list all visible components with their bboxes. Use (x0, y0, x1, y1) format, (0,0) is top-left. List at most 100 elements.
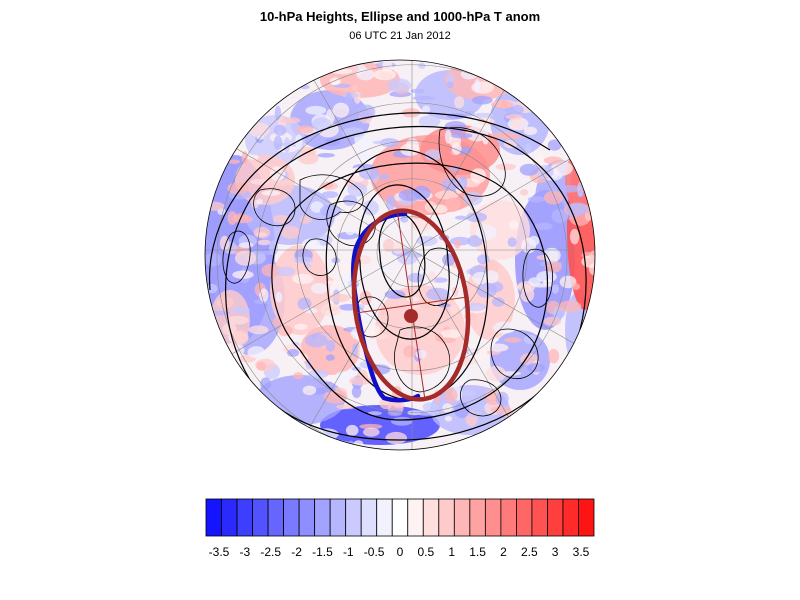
anomaly-speckle (472, 95, 493, 105)
colorbar-box (484, 498, 502, 537)
colorbar-box (298, 498, 316, 537)
anomaly-speckle (299, 215, 312, 224)
colorbar-box (267, 498, 284, 537)
anomaly-speckle (362, 200, 379, 216)
colorbar-box (407, 498, 424, 537)
colorbar-box (205, 498, 222, 537)
anomaly-speckle (341, 127, 365, 138)
anomaly-speckle (219, 235, 230, 251)
anomaly-speckle (523, 126, 538, 136)
anomaly-speckle (322, 181, 334, 189)
anomaly-speckle (232, 306, 250, 314)
anomaly-speckle (474, 79, 481, 93)
anomaly-speckle (534, 222, 553, 230)
anomaly-speckle (454, 96, 465, 109)
anomaly-speckle (432, 277, 448, 283)
colorbar-labels: -3.5 -3 -2.5 -2 -1.5 -1 -0.5 0 0.5 1 1.5 2 2.5 3 3.5 (209, 545, 590, 559)
anomaly-speckle (543, 156, 564, 165)
anomaly-speckle (435, 190, 459, 200)
anomaly-speckle (507, 237, 517, 248)
anomaly-speckle (275, 266, 295, 277)
anomaly-speckle (495, 163, 517, 171)
anomaly-speckle (463, 191, 483, 206)
colorbar-box (252, 498, 269, 537)
anomaly-speckle (492, 297, 505, 307)
anomaly-speckle (359, 323, 381, 337)
anomaly-speckle (520, 286, 535, 303)
colorbar-box (329, 498, 347, 537)
anomaly-speckle (559, 275, 577, 289)
blue-vortex-edge-line (351, 211, 421, 403)
anomaly-speckle (325, 354, 335, 361)
anomaly-speckle (256, 250, 277, 255)
colorbar-tick-label: -2 (291, 545, 302, 559)
anomaly-speckle (426, 287, 450, 301)
anomaly-speckle (557, 185, 582, 193)
anomaly-speckle (444, 416, 453, 422)
anomaly-speckle (387, 78, 412, 93)
anomaly-speckle (297, 297, 312, 310)
anomaly-speckle (543, 316, 562, 326)
anomaly-speckle (454, 215, 467, 220)
anomaly-speckle (428, 270, 436, 284)
anomaly-speckle (232, 270, 254, 279)
height-contour (208, 112, 551, 291)
meridian-line (411, 119, 595, 251)
colorbar-tick-label: 1 (448, 545, 455, 559)
colorbar-box (236, 498, 253, 537)
colorbar-box (469, 498, 486, 537)
anomaly-speckle (261, 263, 282, 277)
anomaly-speckle (520, 189, 529, 196)
anomaly-speckle (359, 290, 372, 306)
anomaly-speckle (437, 337, 456, 344)
anomaly-speckle (256, 135, 265, 140)
anomaly-speckle (548, 348, 560, 364)
anomaly-speckle (319, 204, 342, 218)
anomaly-speckle (247, 346, 266, 359)
anomaly-speckle (325, 340, 336, 352)
colorbar-box (422, 498, 440, 537)
anomaly-speckle (323, 389, 348, 404)
anomaly-speckle (305, 333, 328, 348)
anomaly-speckle (256, 198, 263, 205)
anomaly-speckle (412, 96, 436, 101)
colorbar-box (283, 498, 300, 537)
anomaly-speckle (232, 213, 248, 221)
colorbar-boxes (205, 498, 595, 537)
anomaly-speckle (488, 343, 509, 352)
anomaly-speckle (545, 261, 562, 273)
height-contour (358, 184, 450, 340)
anomaly-speckle (547, 139, 562, 151)
colorbar-box (547, 498, 564, 537)
anomaly-speckle (256, 361, 267, 371)
colorbar-box (438, 498, 455, 537)
colorbar-box (453, 498, 471, 537)
anomaly-speckle (363, 427, 380, 437)
anomaly-speckle (422, 105, 431, 114)
anomaly-speckle (301, 238, 321, 250)
anomaly-speckle (400, 143, 420, 156)
colorbar-tick-label: 2 (500, 545, 507, 559)
colorbar-box (516, 498, 533, 537)
ellipse-center-marker (404, 309, 418, 323)
map-subtitle: 06 UTC 21 Jan 2012 (349, 30, 451, 42)
anomaly-speckle (295, 134, 303, 150)
anomaly-speckle (525, 143, 532, 154)
anomaly-speckle (249, 154, 259, 160)
anomaly-speckle (391, 416, 413, 426)
anomaly-speckle (451, 142, 462, 155)
anomaly-speckle (259, 288, 269, 303)
anomaly-speckle (536, 270, 557, 283)
anomaly-speckle (410, 88, 426, 94)
anomaly-speckle (446, 81, 454, 89)
anomaly-speckle (509, 219, 519, 230)
anomaly-speckle (351, 84, 358, 91)
lat-lon-grid (205, 60, 595, 450)
anomaly-speckle (502, 133, 523, 140)
anomaly-speckle (519, 163, 539, 176)
anomaly-speckle (293, 372, 304, 380)
anomaly-speckle (485, 365, 506, 382)
anomaly-speckle (569, 228, 580, 245)
colorbar-tick-label: 0.5 (418, 545, 435, 559)
